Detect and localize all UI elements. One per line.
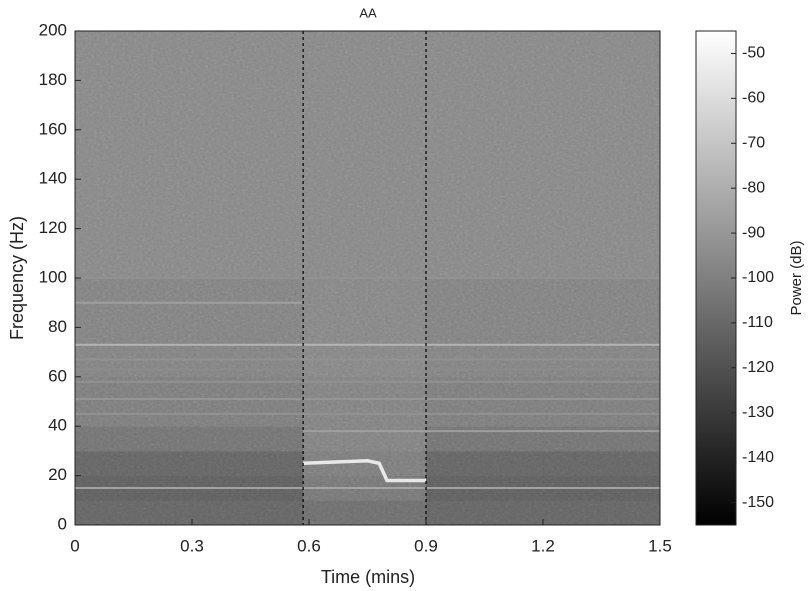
x-tick-label: 0.3 [180,536,204,555]
x-tick-label: 0 [70,536,79,555]
x-tick-label: 1.2 [531,536,555,555]
colorbar [695,30,737,526]
colorbar-tick-label: -60 [742,90,765,107]
y-tick-label: 140 [39,169,67,188]
y-axis-label: Frequency (Hz) [7,216,27,340]
x-tick-label: 0.6 [297,536,321,555]
y-tick-label: 180 [39,70,67,89]
colorbar-tick-label: -90 [742,224,765,241]
colorbar-tick-label: -100 [742,269,774,286]
y-tick-label: 40 [48,416,67,435]
y-tick-label: 100 [39,267,67,286]
x-axis-label: Time (mins) [321,567,415,587]
y-tick-label: 60 [48,366,67,385]
colorbar-tick-label: -130 [742,404,774,421]
colorbar-tick-label: -110 [742,314,773,331]
y-tick-label: 160 [39,119,67,138]
colorbar-tick-label: -120 [742,359,774,376]
y-tick-label: 20 [48,465,67,484]
y-tick-label: 0 [58,514,67,533]
y-tick-label: 120 [39,218,67,237]
x-tick-label: 1.5 [648,536,672,555]
colorbar-tick-label: -140 [742,449,774,466]
tones [75,277,660,489]
colorbar-label: Power (dB) [788,240,805,315]
colorbar-tick-label: -50 [742,45,765,62]
colorbar-tick-label: -150 [742,494,774,511]
y-tick-label: 80 [48,317,67,336]
chart-title: AA [359,5,377,20]
colorbar-tick-label: -80 [742,179,765,196]
x-tick-label: 0.9 [414,536,438,555]
colorbar-tick-label: -70 [742,134,765,151]
tone-line [303,459,426,483]
axes: 0 0.3 0.6 0.9 1.2 1.5 0 20 40 60 80 100 120 140 160 180… [39,20,775,555]
y-tick-label: 200 [39,20,67,39]
